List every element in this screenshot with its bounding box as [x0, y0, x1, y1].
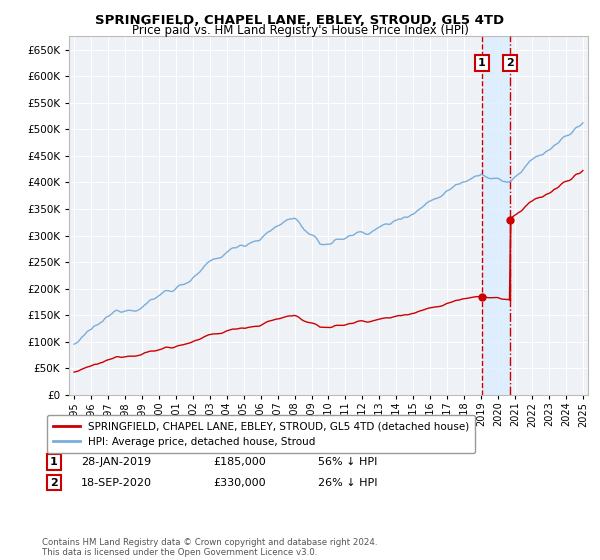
Text: 2: 2	[506, 58, 514, 68]
Text: 1: 1	[50, 457, 58, 467]
Text: 1: 1	[478, 58, 486, 68]
Bar	[482, 36, 510, 395]
Text: £330,000: £330,000	[213, 478, 266, 488]
Text: 26% ↓ HPI: 26% ↓ HPI	[318, 478, 377, 488]
Text: Price paid vs. HM Land Registry's House Price Index (HPI): Price paid vs. HM Land Registry's House …	[131, 24, 469, 37]
Text: £185,000: £185,000	[213, 457, 266, 467]
Text: 28-JAN-2019: 28-JAN-2019	[81, 457, 151, 467]
Legend: SPRINGFIELD, CHAPEL LANE, EBLEY, STROUD, GL5 4TD (detached house), HPI: Average : SPRINGFIELD, CHAPEL LANE, EBLEY, STROUD,…	[47, 415, 475, 453]
Text: SPRINGFIELD, CHAPEL LANE, EBLEY, STROUD, GL5 4TD: SPRINGFIELD, CHAPEL LANE, EBLEY, STROUD,…	[95, 14, 505, 27]
Text: Contains HM Land Registry data © Crown copyright and database right 2024.
This d: Contains HM Land Registry data © Crown c…	[42, 538, 377, 557]
Text: 2: 2	[50, 478, 58, 488]
Text: 18-SEP-2020: 18-SEP-2020	[81, 478, 152, 488]
Text: 56% ↓ HPI: 56% ↓ HPI	[318, 457, 377, 467]
